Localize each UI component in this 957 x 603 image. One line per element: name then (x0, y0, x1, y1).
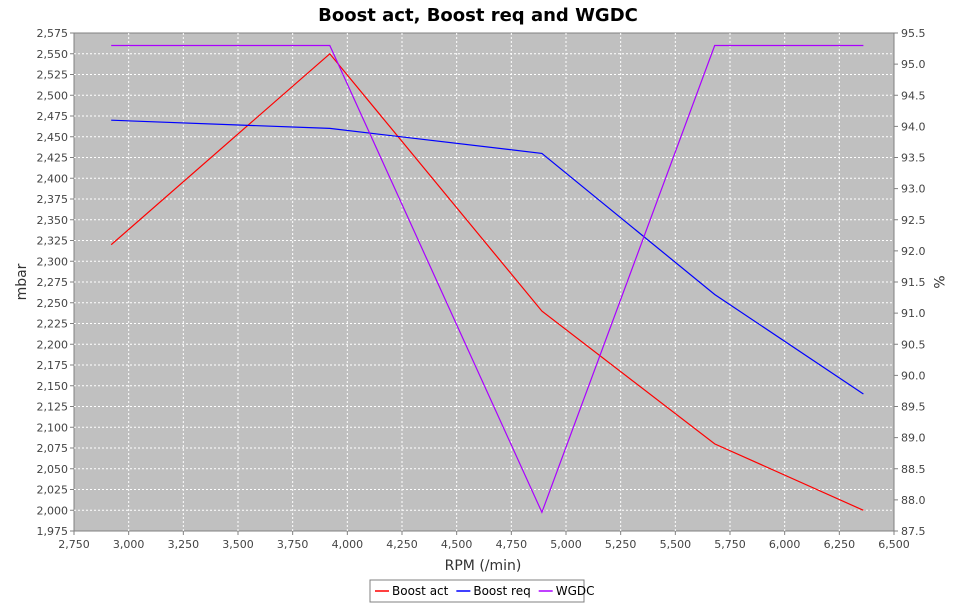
legend-label-wgdc: WGDC (556, 584, 595, 598)
series-line-wgdc (111, 44, 864, 514)
y-tick-label: 2,500 (37, 89, 69, 102)
x-tick-label: 3,750 (277, 538, 309, 551)
y2-tick-label: 95.5 (901, 27, 926, 40)
y-tick-label: 2,400 (37, 172, 69, 185)
y-tick-label: 2,225 (37, 318, 69, 331)
y-tick-label: 2,350 (37, 214, 69, 227)
x-tick-label: 5,000 (550, 538, 582, 551)
x-tick-label: 6,000 (769, 538, 801, 551)
legend-label-boost-req: Boost req (473, 584, 530, 598)
y2-tick-label: 88.0 (901, 494, 926, 507)
y2-tick-label: 89.5 (901, 401, 926, 414)
y-tick-label: 1,975 (37, 525, 69, 538)
x-tick-label: 4,750 (496, 538, 528, 551)
y-axis-right: 87.5 88.0 88.5 89.0 89.5 90.0 90.5 91.0 91.5 92.0… (894, 27, 926, 538)
y-tick-label: 2,425 (37, 152, 69, 165)
y2-tick-label: 88.5 (901, 463, 926, 476)
x-tick-label: 4,250 (386, 538, 418, 551)
y2-tick-label: 93.0 (901, 183, 926, 196)
y2-tick-label: 94.5 (901, 89, 926, 102)
y-tick-label: 2,175 (37, 359, 69, 372)
series-layer (110, 44, 864, 514)
y-axis-left: 1,975 2,000 2,025 2,050 2,075 2,100 2,125 2,150… (37, 27, 74, 538)
y2-tick-label: 93.5 (901, 152, 926, 165)
y2-tick-label: 95.0 (901, 58, 926, 71)
y-tick-label: 2,375 (37, 193, 69, 206)
y2-tick-label: 92.5 (901, 214, 926, 227)
y-tick-label: 2,025 (37, 484, 69, 497)
legend-box (369, 579, 585, 603)
x-axis: 2,750 3,000 3,250 3,500 3,750 4,000 4,250 4,500… (58, 531, 910, 551)
y-tick-label: 2,075 (37, 442, 69, 455)
y-tick-label: 2,525 (37, 69, 69, 82)
y-axis-title: mbar (14, 263, 30, 300)
series-line-boost-req (111, 119, 864, 395)
x-tick-label: 5,750 (714, 538, 746, 551)
y2-tick-label: 87.5 (901, 525, 926, 538)
x-tick-label: 3,250 (168, 538, 200, 551)
y-tick-label: 2,150 (37, 380, 69, 393)
y2-tick-label: 90.5 (901, 338, 926, 351)
x-axis-title: RPM (/min) (445, 558, 522, 574)
y-tick-label: 2,100 (37, 421, 69, 434)
y-tick-label: 2,325 (37, 235, 69, 248)
x-tick-label: 2,750 (58, 538, 90, 551)
x-tick-label: 5,500 (660, 538, 692, 551)
y-tick-label: 2,125 (37, 401, 69, 414)
y-tick-label: 2,275 (37, 276, 69, 289)
y-tick-label: 2,200 (37, 338, 69, 351)
y-tick-label: 2,575 (37, 27, 69, 40)
series-line-boost-act (110, 52, 864, 511)
legend-label-boost-act: Boost act (392, 584, 449, 598)
y2-tick-label: 92.0 (901, 245, 926, 258)
y-tick-label: 2,000 (37, 504, 69, 517)
y-tick-label: 2,300 (37, 255, 69, 268)
x-tick-label: 6,500 (878, 538, 910, 551)
x-tick-label: 3,500 (222, 538, 254, 551)
y2-axis-title: % (930, 275, 946, 288)
legend: Boost act Boost req WGDC (369, 579, 595, 603)
y-tick-label: 2,250 (37, 297, 69, 310)
y2-tick-label: 94.0 (901, 120, 926, 133)
x-tick-label: 4,500 (441, 538, 473, 551)
y-tick-label: 2,550 (37, 48, 69, 61)
y2-tick-label: 91.5 (901, 276, 926, 289)
y-tick-label: 2,050 (37, 463, 69, 476)
chart-title: Boost act, Boost req and WGDC (318, 5, 638, 26)
x-tick-label: 3,000 (113, 538, 145, 551)
y-tick-label: 2,475 (37, 110, 69, 123)
y2-tick-label: 89.0 (901, 432, 926, 445)
x-tick-label: 5,250 (605, 538, 637, 551)
y-tick-label: 2,450 (37, 131, 69, 144)
y2-tick-label: 91.0 (901, 307, 926, 320)
y2-tick-label: 90.0 (901, 369, 926, 382)
x-tick-label: 6,250 (824, 538, 856, 551)
x-tick-label: 4,000 (332, 538, 364, 551)
